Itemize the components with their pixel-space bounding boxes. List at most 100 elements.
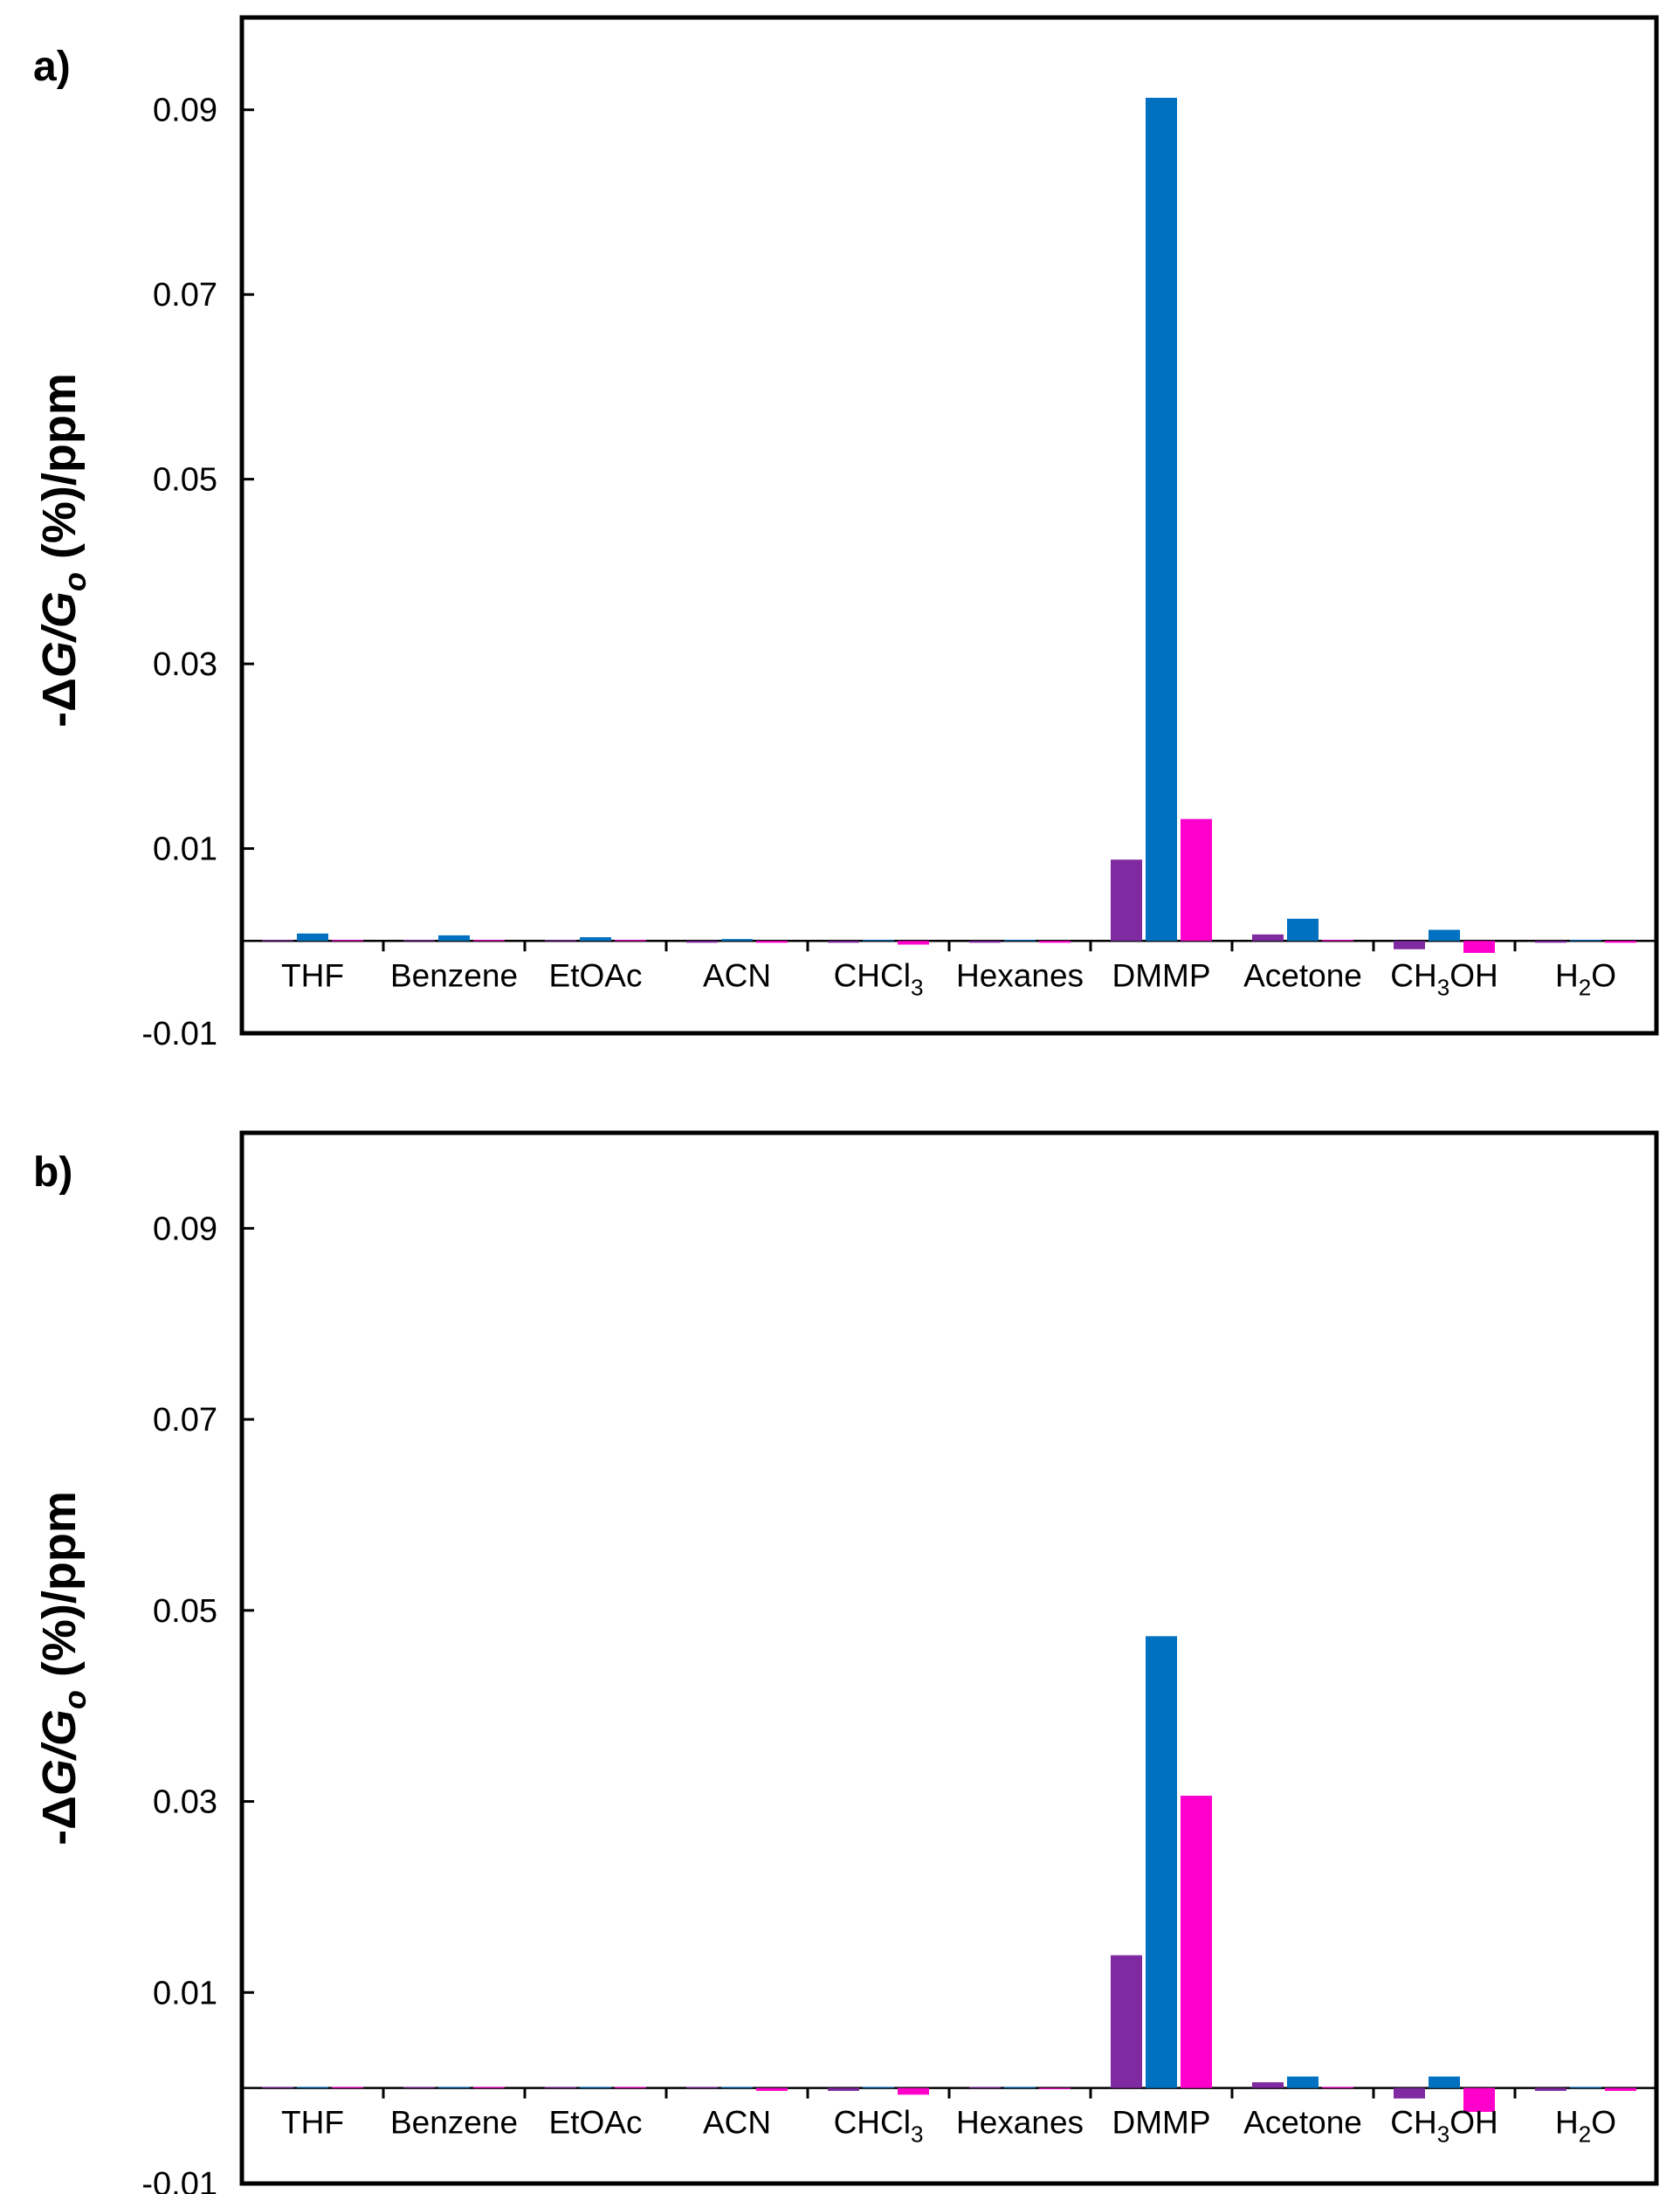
bar-etoac-series-3 xyxy=(615,2087,646,2088)
bar-hexanes-series-3 xyxy=(1039,941,1071,943)
bar-acetone-series-2 xyxy=(1287,918,1319,942)
bar-hexanes-series-2 xyxy=(1004,940,1036,942)
y-tick-label: 0.07 xyxy=(153,277,217,314)
bar-chcl-series-3 xyxy=(898,2087,929,2095)
x-category-label: THF xyxy=(281,957,344,993)
bar-acetone-series-1 xyxy=(1252,934,1284,942)
bar-dmmp-series-3 xyxy=(1181,818,1212,942)
y-tick-label: 0.05 xyxy=(153,462,217,499)
bar-h-series-1 xyxy=(1535,941,1566,943)
bar-dmmp-series-3 xyxy=(1181,1795,1212,2088)
x-category-label: EtOAc xyxy=(549,2105,643,2141)
bar-chcl-series-1 xyxy=(828,941,859,943)
panel-a: -0.01 0.01 0.03 0.05 0.07 0.09 THF Benzene EtOAc… xyxy=(33,15,1659,1052)
bar-h-series-2 xyxy=(1570,2087,1601,2088)
y-tick-label: 0.09 xyxy=(153,93,217,129)
y-tick-label: 0.01 xyxy=(153,831,217,868)
x-category-label: CHCl3 xyxy=(834,2105,924,2148)
x-category-label: CHCl3 xyxy=(834,957,924,1000)
bar-chcl-series-2 xyxy=(863,940,894,942)
bar-etoac-series-3 xyxy=(615,940,646,942)
y-tick-label: -0.01 xyxy=(141,1016,217,1052)
panel-b: -0.01 0.01 0.03 0.05 0.07 0.09 THF Benzene EtOAc… xyxy=(33,1130,1659,2194)
x-category-label: H2O xyxy=(1555,2105,1616,2148)
bar-benzene-series-1 xyxy=(403,2087,435,2088)
x-category-label: DMMP xyxy=(1112,957,1210,993)
bar-acetone-series-3 xyxy=(1322,2087,1353,2088)
bar-hexanes-series-3 xyxy=(1039,2087,1071,2089)
bar-acetone-series-3 xyxy=(1322,940,1353,942)
bar-thf-series-3 xyxy=(332,940,363,942)
bar-benzene-series-2 xyxy=(438,935,470,942)
bar-thf-series-2 xyxy=(297,933,328,942)
bar-chcl-series-3 xyxy=(898,941,929,945)
bar-h-series-1 xyxy=(1535,2087,1566,2091)
y-tick-label: 0.03 xyxy=(153,1784,217,1821)
bar-benzene-series-3 xyxy=(473,940,505,942)
bar-ch-series-2 xyxy=(1429,2076,1460,2088)
bar-thf-series-1 xyxy=(262,940,293,942)
bar-acn-series-1 xyxy=(686,2087,718,2088)
bar-hexanes-series-1 xyxy=(969,2087,1001,2088)
bar-hexanes-series-2 xyxy=(1004,2087,1036,2088)
bar-ch-series-2 xyxy=(1429,929,1460,942)
bar-etoac-series-2 xyxy=(580,2087,611,2088)
x-category-label: DMMP xyxy=(1112,2105,1210,2141)
x-category-label: CH3OH xyxy=(1390,957,1498,1000)
bar-thf-series-2 xyxy=(297,2087,328,2088)
x-category-label: Hexanes xyxy=(956,957,1084,993)
x-category-label: Benzene xyxy=(390,2105,518,2141)
y-tick-label: 0.07 xyxy=(153,1402,217,1439)
y-axis-label: -ΔG/Go (%)/ppm xyxy=(33,373,93,728)
x-category-label: EtOAc xyxy=(549,957,643,993)
x-category-label: CH3OH xyxy=(1390,2105,1498,2148)
bar-etoac-series-1 xyxy=(545,940,576,942)
y-axis-label: -ΔG/Go (%)/ppm xyxy=(33,1491,93,1846)
bar-ch-series-1 xyxy=(1394,2087,1425,2099)
bar-chcl-series-2 xyxy=(863,2087,894,2088)
bar-dmmp-series-2 xyxy=(1146,1636,1177,2088)
y-tick-label: 0.03 xyxy=(153,646,217,683)
bar-h-series-2 xyxy=(1570,940,1601,942)
bar-benzene-series-2 xyxy=(438,2087,470,2088)
bar-ch-series-3 xyxy=(1463,2087,1495,2112)
x-category-label: H2O xyxy=(1555,957,1616,1000)
x-category-label: Acetone xyxy=(1243,957,1362,993)
plot-frame xyxy=(239,15,1659,1036)
x-category-label: ACN xyxy=(703,2105,771,2141)
x-category-label: Hexanes xyxy=(956,2105,1084,2141)
bar-benzene-series-1 xyxy=(403,940,435,942)
panel-label: b) xyxy=(33,1149,72,1196)
y-tick-label: 0.09 xyxy=(153,1211,217,1247)
bar-acn-series-3 xyxy=(756,2087,788,2091)
bar-etoac-series-1 xyxy=(545,2087,576,2088)
y-tick-label: -0.01 xyxy=(141,2166,217,2194)
bar-acn-series-2 xyxy=(721,939,753,942)
bar-acn-series-3 xyxy=(756,941,788,943)
bar-chcl-series-1 xyxy=(828,2087,859,2091)
bar-h-series-3 xyxy=(1605,2087,1636,2091)
bar-thf-series-1 xyxy=(262,2087,293,2088)
plot-frame xyxy=(239,1130,1659,2186)
x-category-label: ACN xyxy=(703,957,771,993)
bar-acetone-series-2 xyxy=(1287,2076,1319,2088)
y-tick-label: 0.01 xyxy=(153,1975,217,2011)
bar-dmmp-series-2 xyxy=(1146,97,1177,942)
bar-acetone-series-1 xyxy=(1252,2082,1284,2088)
bar-hexanes-series-1 xyxy=(969,941,1001,943)
bar-etoac-series-2 xyxy=(580,937,611,942)
bar-ch-series-1 xyxy=(1394,941,1425,949)
bar-dmmp-series-1 xyxy=(1111,1955,1142,2088)
x-category-label: Benzene xyxy=(390,957,518,993)
bar-dmmp-series-1 xyxy=(1111,859,1142,942)
bar-benzene-series-3 xyxy=(473,2087,505,2088)
y-tick-label: 0.05 xyxy=(153,1593,217,1630)
bar-h-series-3 xyxy=(1605,941,1636,943)
bar-ch-series-3 xyxy=(1463,941,1495,954)
bar-thf-series-3 xyxy=(332,2087,363,2088)
bar-acn-series-2 xyxy=(721,2087,753,2088)
panel-label: a) xyxy=(33,44,71,90)
x-category-label: Acetone xyxy=(1243,2105,1362,2141)
x-category-label: THF xyxy=(281,2105,344,2141)
